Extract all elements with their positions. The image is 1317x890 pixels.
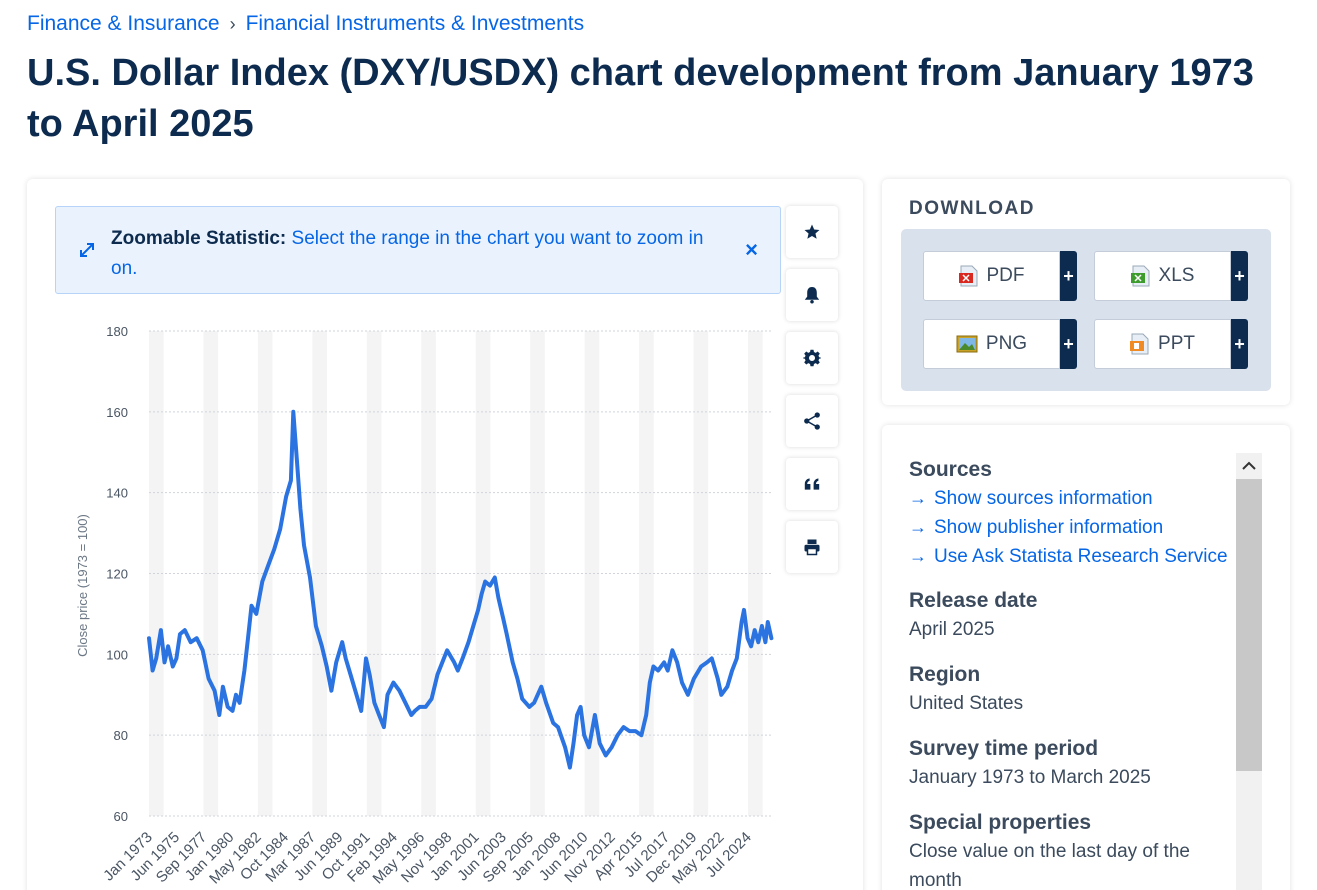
y-tick-label: 80 [114,728,128,743]
ask-statista-label: Use Ask Statista Research Service [934,546,1228,567]
ppt-file-icon [1130,333,1149,355]
cite-button[interactable] [786,458,838,510]
download-ppt: PPT + [1094,319,1248,369]
release-date-heading: Release date [909,589,1038,612]
chart-band [748,331,763,816]
chart-toolbar [786,206,838,584]
download-panel: PDF + XLS + PNG + PPT + [901,229,1271,391]
ask-statista-link[interactable]: → Use Ask Statista Research Service [909,542,1239,571]
download-xls-label: XLS [1158,265,1195,286]
arrow-right-icon: → [909,488,927,508]
release-date-value: April 2025 [909,619,995,640]
special-properties-heading: Special properties [909,811,1092,834]
bell-icon [804,287,820,304]
download-pdf-plus[interactable]: + [1060,251,1077,301]
share-icon [804,412,820,430]
download-ppt-label: PPT [1158,333,1195,354]
download-png-button[interactable]: PNG [923,319,1060,369]
star-icon [804,224,820,239]
pdf-file-icon [958,265,977,287]
zoom-banner-message: Select the range in the chart you want t… [111,228,704,279]
expand-icon [78,241,96,264]
survey-period-value: January 1973 to March 2025 [909,767,1151,788]
show-publisher-link[interactable]: → Show publisher information [909,513,1239,542]
chart-card: Zoomable Statistic: Select the range in … [27,179,863,890]
download-ppt-button[interactable]: PPT [1094,319,1231,369]
series-line-0 [147,409,774,770]
download-card: DOWNLOAD PDF + XLS + PNG + [882,179,1290,405]
zoom-banner: Zoomable Statistic: Select the range in … [55,206,781,294]
download-pdf-label: PDF [986,265,1025,286]
share-button[interactable] [786,395,838,447]
y-tick-label: 100 [106,647,128,662]
y-tick-label: 180 [106,324,128,339]
gear-icon [803,349,821,367]
statistic-info-content: Sources → Show sources information → Show … [909,456,1239,890]
special-properties-value: Close value on the last day of the month [909,841,1190,890]
download-png: PNG + [923,319,1077,369]
download-png-plus[interactable]: + [1060,319,1077,369]
zoom-banner-text: Zoomable Statistic: Select the range in … [111,224,731,284]
y-axis-label: Close price (1973 = 100) [75,514,90,657]
y-tick-label: 60 [114,809,128,824]
statistic-info-card: Sources → Show sources information → Show … [882,425,1290,890]
chart-band [693,331,709,816]
sources-heading: Sources [909,458,992,481]
print-button[interactable] [786,521,838,573]
chart-band [149,331,164,816]
y-tick-label: 140 [106,486,128,501]
print-icon [804,539,820,556]
scroll-thumb[interactable] [1236,479,1262,771]
arrow-right-icon: → [909,546,927,566]
quote-icon [804,478,820,490]
chart-band [312,331,327,816]
download-png-label: PNG [985,333,1028,354]
settings-button[interactable] [786,332,838,384]
chart-band [584,331,600,816]
y-tick-label: 120 [106,567,128,582]
show-sources-label: Show sources information [934,488,1153,509]
region-value: United States [909,693,1024,714]
xls-file-icon [1130,265,1150,287]
download-pdf-button[interactable]: PDF [923,251,1060,301]
chevron-up-icon [1242,461,1256,470]
info-scrollbar[interactable] [1236,453,1262,890]
chart-band [475,331,491,816]
download-xls: XLS + [1094,251,1248,301]
favorite-button[interactable] [786,206,838,258]
download-ppt-plus[interactable]: + [1231,319,1248,369]
scroll-up-arrow[interactable] [1236,453,1262,479]
show-publisher-label: Show publisher information [934,517,1164,538]
breadcrumb-link-finance[interactable]: Finance & Insurance [27,12,220,35]
show-sources-link[interactable]: → Show sources information [909,484,1239,513]
y-tick-label: 160 [106,405,128,420]
breadcrumb: Finance & Insurance › Financial Instrume… [27,12,584,36]
download-title: DOWNLOAD [909,198,1035,219]
arrow-right-icon: → [909,517,927,537]
survey-period-heading: Survey time period [909,737,1099,760]
notification-button[interactable] [786,269,838,321]
png-file-icon [956,335,978,353]
page-title: U.S. Dollar Index (DXY/USDX) chart devel… [27,52,1254,145]
download-xls-plus[interactable]: + [1231,251,1248,301]
close-icon[interactable]: × [745,237,758,262]
breadcrumb-link-instruments[interactable]: Financial Instruments & Investments [245,12,585,35]
zoom-banner-label: Zoomable Statistic: [111,228,287,249]
download-pdf: PDF + [923,251,1077,301]
download-xls-button[interactable]: XLS [1094,251,1231,301]
region-heading: Region [909,663,981,686]
breadcrumb-separator: › [229,13,236,34]
